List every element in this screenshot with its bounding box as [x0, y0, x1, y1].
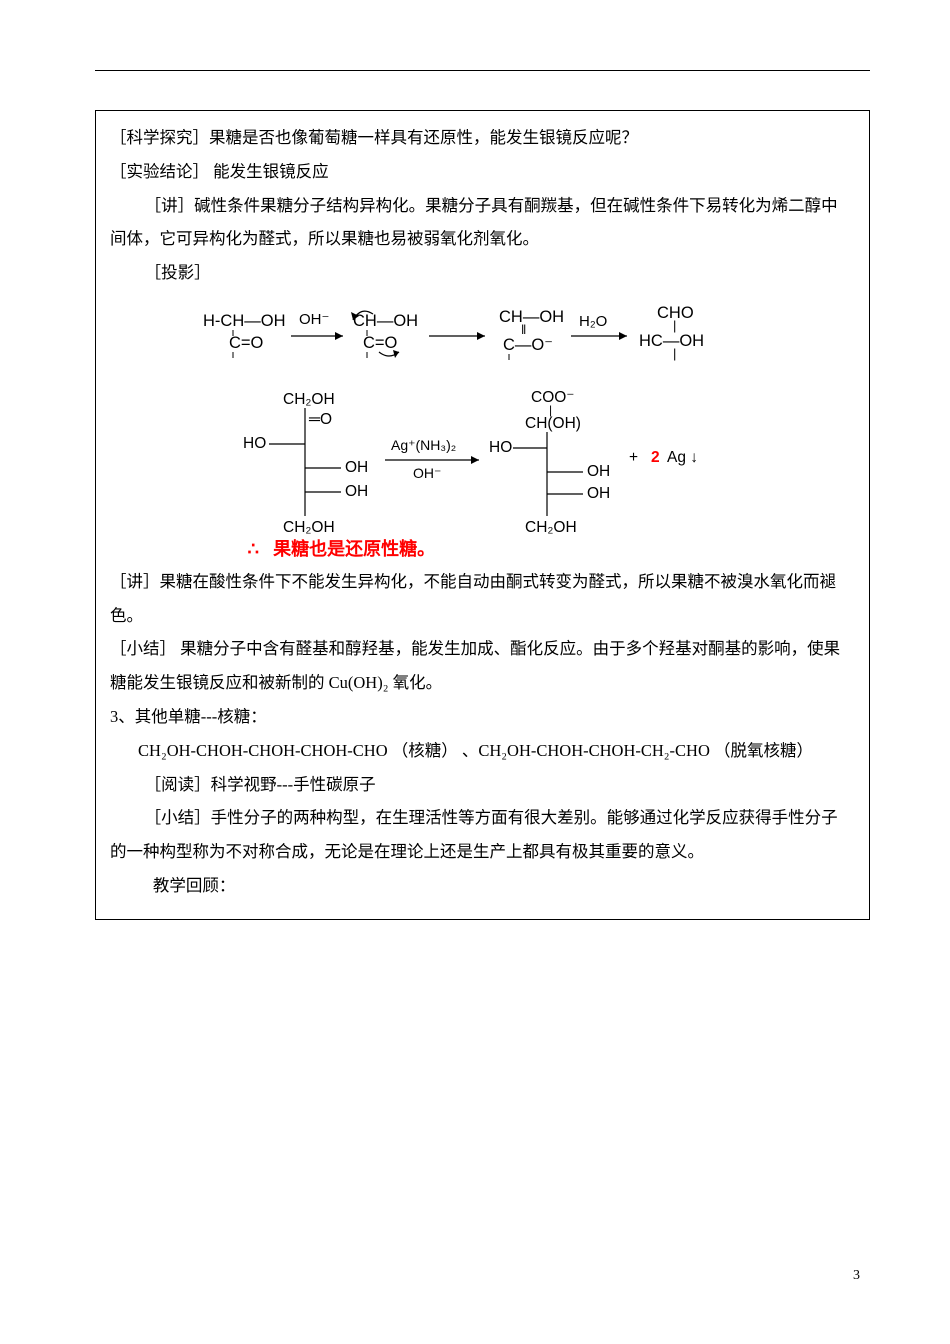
d2-plus: + [629, 449, 638, 466]
diagram-isomerization: H-CH—OH C=O OH⁻ CH—OH C=O [110, 296, 855, 561]
page: ［科学探究］果糖是否也像葡萄糖一样具有还原性，能发生银镜反应呢？ ［实验结论］ … [0, 0, 950, 1344]
d2-r6: CH₂OH [525, 519, 577, 536]
line-2: ［实验结论］ 能发生银镜反应 [110, 155, 855, 189]
d1-step2-bot: C=O [363, 334, 398, 352]
silver-mirror-svg: CH₂OH ═O HO OH OH CH₂OH Ag⁺(NH₃)₂ OH⁻ [213, 386, 753, 536]
line-15: 教学回顾： [110, 869, 855, 903]
d1-step3-mid: ‖ [521, 322, 526, 337]
d2-arr-top: Ag⁺(NH₃)₂ [391, 437, 456, 453]
d2-product: Ag ↓ [667, 449, 698, 466]
header-rule [95, 70, 870, 71]
d1-step3-top: CH—OH [499, 308, 564, 326]
d2-r4-oh: OH [587, 463, 610, 480]
d1-step1-top: H-CH—OH [203, 312, 286, 330]
line-12: ［阅读］科学视野---手性碳原子 [110, 768, 855, 802]
d2-l0: CH₂OH [283, 391, 335, 408]
therefore-symbol: ∴ [248, 539, 259, 559]
d2-r2: CH(OH) [525, 415, 581, 432]
d2-coef: 2 [651, 449, 660, 466]
line-14: 的一种构型称为不对称合成，无论是在理论上还是生产上都具有极其重要的意义。 [110, 835, 855, 869]
d2-l2-ho: HO [243, 435, 266, 452]
line-9: 糖能发生银镜反应和被新制的 Cu(OH)₂ 氧化。 [110, 666, 855, 700]
line-13: ［小结］手性分子的两种构型，在生理活性等方面有很大差别。能够通过化学反应获得手性… [110, 801, 855, 835]
line-4: 间体，它可异构化为醛式，所以果糖也易被弱氧化剂氧化。 [110, 222, 855, 256]
d2-r5-oh: OH [587, 485, 610, 502]
line-10: 3、其他单糖---核糖： [110, 700, 855, 734]
content-box: ［科学探究］果糖是否也像葡萄糖一样具有还原性，能发生银镜反应呢？ ［实验结论］ … [95, 110, 870, 920]
d1-step4-mid: | [673, 318, 676, 333]
line-1: ［科学探究］果糖是否也像葡萄糖一样具有还原性，能发生银镜反应呢？ [110, 121, 855, 155]
conclusion-row: ∴ 果糖也是还原性糖。 [178, 538, 788, 561]
mechanism-svg: H-CH—OH C=O OH⁻ CH—OH C=O [203, 296, 763, 386]
d2-l4-oh: OH [345, 483, 368, 500]
d1-step3-bot: C—O⁻ [503, 336, 553, 354]
d2-r3-ho: HO [489, 439, 512, 456]
line-11: CH₂OH-CHOH-CHOH-CHOH-CHO （核糖） 、CH₂OH-CHO… [110, 734, 855, 768]
d2-r0: COO⁻ [531, 389, 575, 406]
page-number: 3 [853, 1268, 860, 1284]
d1-step2-top: CH—OH [353, 312, 418, 330]
d1-step4-bot: HC—OH [639, 332, 704, 350]
d2-l3-oh: OH [345, 459, 368, 476]
line-8: ［小结］ 果糖分子中含有醛基和醇羟基，能发生加成、酯化反应。由于多个羟基对酮基的… [110, 632, 855, 666]
line-7: 色。 [110, 599, 855, 633]
d1-step1-bot: C=O [229, 334, 264, 352]
line-3: ［讲］碱性条件果糖分子结构异构化。果糖分子具有酮羰基，但在碱性条件下易转化为烯二… [110, 189, 855, 223]
conclusion-text: 果糖也是还原性糖。 [273, 539, 435, 559]
d1-arr3-lbl: H₂O [579, 313, 607, 330]
d2-arr-bot: OH⁻ [413, 465, 441, 481]
d2-l1: ═O [308, 411, 332, 428]
line-5: ［投影］ [110, 256, 855, 290]
d1-arr1-lbl: OH⁻ [299, 311, 329, 328]
d2-l5: CH₂OH [283, 519, 335, 536]
d1-step4-tail: | [673, 346, 676, 361]
line-6: ［讲］果糖在酸性条件下不能发生异构化，不能自动由酮式转变为醛式，所以果糖不被溴水… [110, 565, 855, 599]
